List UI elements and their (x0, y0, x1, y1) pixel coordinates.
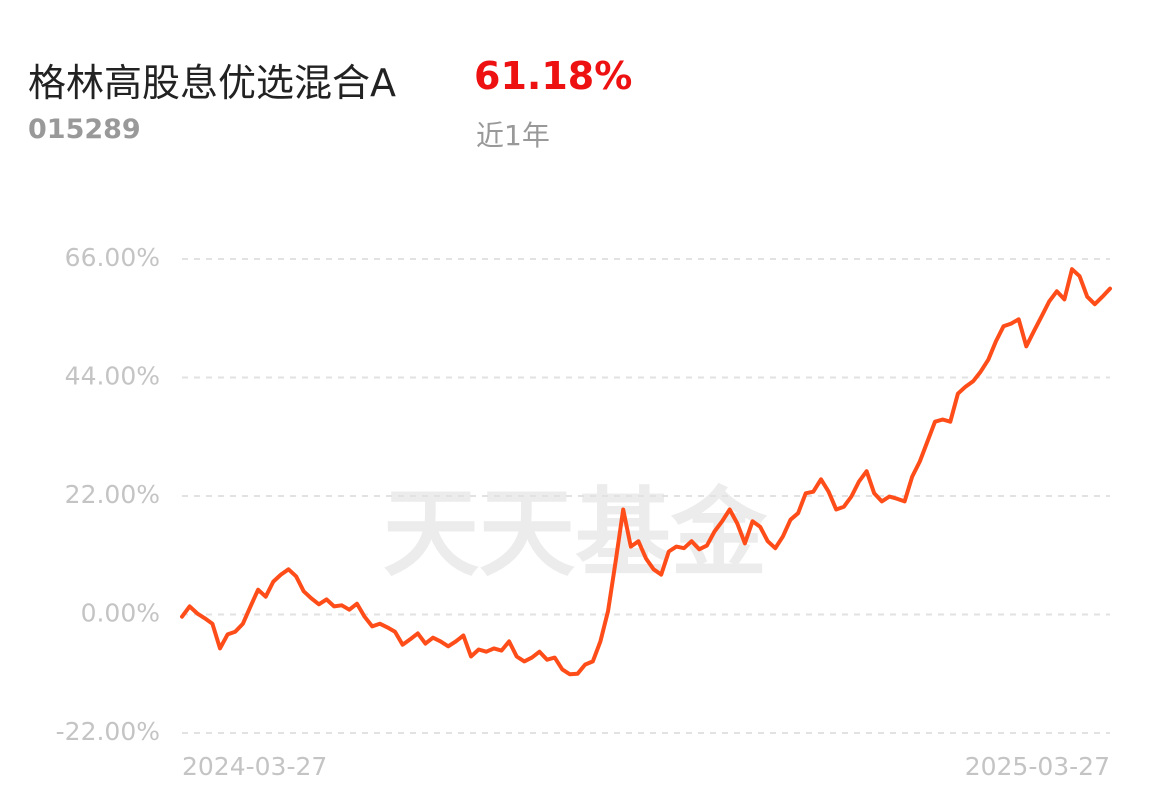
period: 近1年 (476, 119, 550, 152)
y-tick-label: -22.00% (56, 717, 160, 746)
fund-return: 61.18% (474, 54, 633, 98)
fund-code: 015289 (28, 114, 141, 145)
line (180, 267, 1112, 677)
y-tick-label: 66.00% (65, 243, 160, 272)
y-tick-label: 44.00% (65, 362, 160, 391)
fund-title: 格林高股息优选混合A (28, 61, 396, 105)
x-tick-label: 2024-03-27 (182, 752, 327, 781)
y-tick-label: 22.00% (65, 480, 160, 509)
watermark: 天天基金 (383, 477, 768, 589)
y-tick-label: 0.00% (81, 599, 160, 628)
x-tick-label: 2025-03-27 (965, 752, 1110, 781)
